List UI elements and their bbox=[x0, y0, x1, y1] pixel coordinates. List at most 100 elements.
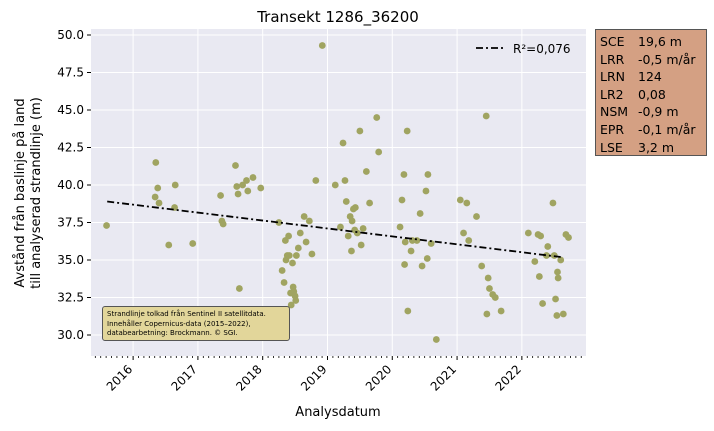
data-points bbox=[103, 42, 572, 343]
data-point bbox=[219, 220, 227, 228]
stat-row: LSE 3,2 m bbox=[600, 139, 706, 157]
data-point bbox=[280, 279, 288, 286]
data-point bbox=[239, 181, 247, 189]
data-point bbox=[463, 199, 471, 207]
data-point bbox=[535, 273, 543, 280]
data-point bbox=[257, 184, 265, 192]
data-point bbox=[292, 252, 300, 259]
x-tick-label: 2021 bbox=[428, 362, 459, 393]
stat-value: 19,6 m bbox=[638, 34, 682, 49]
stat-row: LR2 0,08 bbox=[600, 86, 706, 104]
data-point bbox=[565, 234, 572, 241]
legend-trend-label: R²=0,076 bbox=[513, 42, 571, 56]
trend-line-layer bbox=[107, 200, 561, 258]
stat-row: LRN 124 bbox=[600, 68, 706, 86]
grid bbox=[91, 29, 586, 356]
data-point bbox=[524, 229, 532, 237]
stat-row: SCE 19,6 m bbox=[600, 33, 706, 51]
data-point bbox=[359, 225, 367, 232]
y-tick-label: 42.5 bbox=[57, 141, 84, 155]
data-point bbox=[482, 112, 490, 120]
stat-value: 3,2 m bbox=[638, 139, 675, 155]
data-point bbox=[465, 237, 473, 244]
data-point bbox=[404, 307, 412, 315]
data-point bbox=[289, 259, 296, 267]
data-point bbox=[344, 232, 352, 240]
data-point bbox=[552, 295, 559, 303]
data-point bbox=[244, 187, 252, 195]
y-tick-label: 35.0 bbox=[57, 253, 84, 267]
data-point bbox=[348, 247, 355, 255]
data-point bbox=[151, 193, 159, 201]
x-axis-label: Analysdatum bbox=[295, 405, 380, 420]
credit-line: Innehåller Copernicus-data (2015–2022), bbox=[107, 319, 251, 328]
credit-line: databearbetning: Brockmann. © SGI. bbox=[107, 329, 238, 337]
data-point bbox=[165, 241, 173, 249]
y-axis-label-line1: Avstånd från baslinje på land bbox=[13, 98, 28, 287]
data-point bbox=[292, 297, 300, 304]
data-point bbox=[232, 162, 239, 169]
data-point bbox=[398, 196, 406, 204]
data-point bbox=[357, 241, 365, 249]
x-tick-label: 2022 bbox=[492, 362, 523, 393]
data-point bbox=[342, 198, 350, 205]
data-point bbox=[294, 244, 302, 252]
data-point bbox=[544, 243, 552, 250]
data-point bbox=[171, 181, 179, 189]
y-tick-label: 32.5 bbox=[57, 291, 84, 305]
data-point bbox=[422, 187, 430, 195]
data-point bbox=[491, 294, 499, 301]
data-point bbox=[233, 183, 241, 190]
data-point bbox=[331, 181, 339, 189]
data-point bbox=[554, 268, 561, 276]
data-point bbox=[413, 237, 421, 244]
data-point bbox=[460, 229, 467, 237]
data-point bbox=[275, 219, 283, 226]
data-point bbox=[375, 148, 383, 156]
data-point bbox=[401, 238, 409, 246]
chart-title: Transekt 1286_36200 bbox=[256, 8, 419, 27]
x-tick-label: 2018 bbox=[233, 362, 264, 393]
y-tick-label: 37.5 bbox=[57, 216, 84, 230]
data-point bbox=[235, 285, 243, 292]
stat-value: 0,08 bbox=[638, 86, 666, 102]
stat-value: -0,9 m bbox=[638, 104, 679, 120]
data-point bbox=[483, 310, 491, 318]
y-axis-label: Avstånd från baslinje på land till analy… bbox=[13, 97, 44, 289]
data-point bbox=[278, 267, 286, 274]
data-point bbox=[416, 210, 424, 217]
data-point bbox=[341, 177, 349, 184]
data-point bbox=[337, 223, 344, 231]
data-point bbox=[152, 159, 160, 166]
x-tick-label: 2020 bbox=[363, 362, 394, 393]
data-point bbox=[539, 300, 546, 307]
data-point bbox=[318, 42, 326, 49]
stat-row: LRR -0,5 m/år bbox=[600, 51, 706, 69]
data-point bbox=[353, 229, 361, 237]
data-point bbox=[249, 174, 257, 181]
data-point bbox=[285, 252, 293, 259]
data-point bbox=[155, 199, 163, 207]
y-tick-label: 30.0 bbox=[57, 328, 84, 342]
credit-line: Strandlinje tolkad från Sentinel II sate… bbox=[107, 310, 266, 318]
stat-value: 124 bbox=[638, 69, 662, 85]
trend-line bbox=[107, 200, 561, 258]
stat-name: LR2 bbox=[600, 86, 624, 102]
data-point bbox=[348, 217, 356, 225]
data-point bbox=[154, 184, 162, 192]
stat-value: -0,5 m/år bbox=[638, 51, 696, 67]
legend: R²=0,076 bbox=[476, 42, 571, 56]
data-point bbox=[356, 127, 364, 135]
data-point bbox=[339, 139, 347, 147]
data-point bbox=[362, 168, 370, 175]
data-point bbox=[554, 274, 562, 282]
data-point bbox=[285, 232, 293, 240]
stat-row: NSM -0,9 m bbox=[600, 103, 706, 121]
stat-name: EPR bbox=[600, 121, 625, 137]
data-point bbox=[531, 258, 539, 265]
data-point bbox=[302, 238, 310, 246]
data-point bbox=[296, 229, 304, 237]
statistics-box: SCE 19,6 m LRR -0,5 m/år LRN 124 LR2 0,08 NSM -0,… bbox=[595, 29, 707, 156]
data-point bbox=[305, 217, 313, 225]
